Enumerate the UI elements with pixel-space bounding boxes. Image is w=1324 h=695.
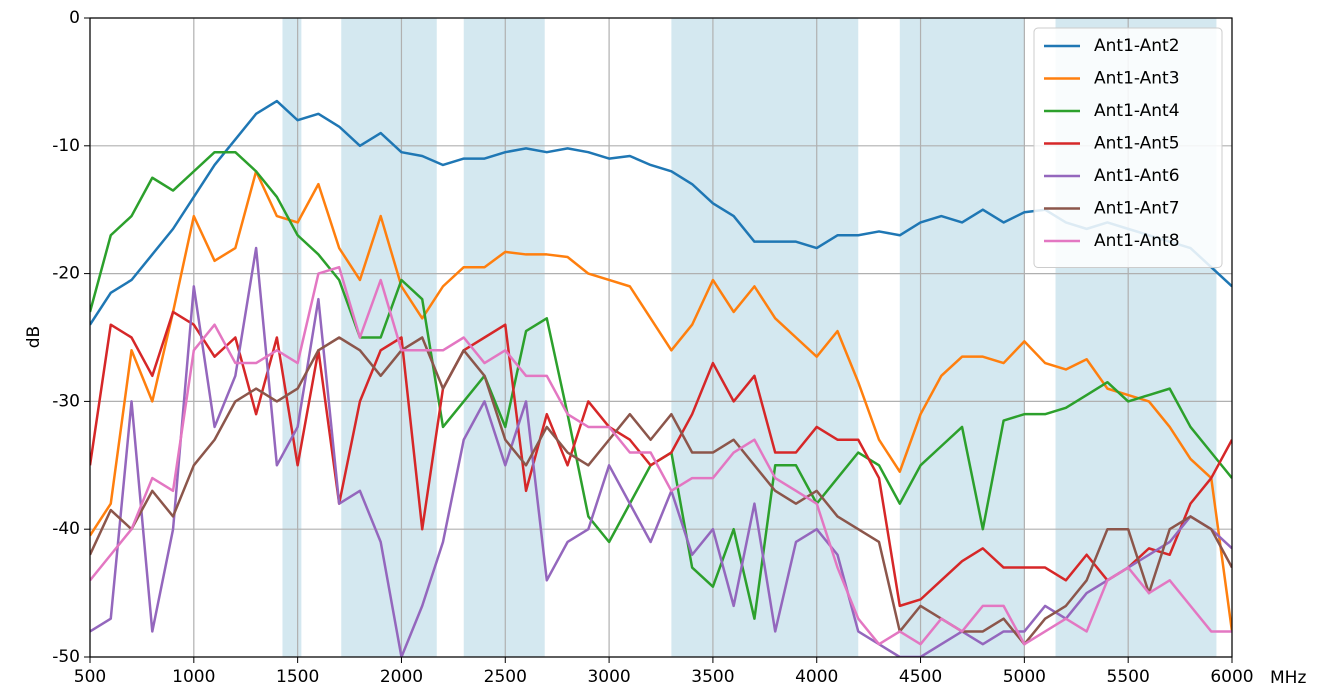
legend-label: Ant1-Ant3 bbox=[1094, 69, 1180, 89]
x-tick-label: 4000 bbox=[795, 667, 838, 687]
legend-label: Ant1-Ant2 bbox=[1094, 36, 1180, 56]
shaded-band bbox=[463, 18, 545, 657]
x-tick-label: 2000 bbox=[380, 667, 423, 687]
y-axis-label: dB bbox=[24, 326, 44, 348]
x-tick-label: 1500 bbox=[276, 667, 319, 687]
x-tick-label: 6000 bbox=[1210, 667, 1253, 687]
legend: Ant1-Ant2 Ant1-Ant3 Ant1-Ant4 Ant1-Ant5 Ant1… bbox=[1033, 27, 1223, 268]
legend-label: Ant1-Ant4 bbox=[1094, 101, 1180, 121]
series-line bbox=[90, 246, 1232, 657]
y-tick-label: 0 bbox=[69, 8, 80, 28]
y-tick-label: -40 bbox=[52, 519, 80, 539]
y-tick-label: -30 bbox=[52, 391, 80, 411]
legend-label: Ant1-Ant5 bbox=[1094, 134, 1180, 154]
series-line bbox=[90, 310, 1232, 608]
legend-label: Ant1-Ant6 bbox=[1094, 166, 1180, 186]
legend-box bbox=[1033, 27, 1223, 268]
y-tick-label: -50 bbox=[52, 647, 80, 667]
y-tick-label: -10 bbox=[52, 136, 80, 156]
series-line bbox=[90, 336, 1232, 646]
shaded-band bbox=[282, 18, 302, 657]
series-line bbox=[90, 170, 1232, 632]
legend-label: Ant1-Ant7 bbox=[1094, 199, 1180, 219]
x-tick-label: 2500 bbox=[484, 667, 527, 687]
x-tick-label: 4500 bbox=[899, 667, 942, 687]
lines bbox=[90, 99, 1232, 657]
x-tick-label: 3500 bbox=[691, 667, 734, 687]
x-tick-label: 5500 bbox=[1107, 667, 1150, 687]
x-tick-label: 5000 bbox=[1003, 667, 1046, 687]
y-tick-label: -20 bbox=[52, 264, 80, 284]
plot-frame bbox=[89, 17, 1233, 658]
x-axis-label: MHz bbox=[1270, 668, 1306, 688]
ticks: 500 1000 1500 2000 2500 3000 3500 4000 4500 5000 5… bbox=[52, 8, 1253, 687]
legend-label: Ant1-Ant8 bbox=[1094, 231, 1180, 251]
x-tick-label: 500 bbox=[74, 667, 106, 687]
series-line bbox=[90, 265, 1232, 646]
x-tick-label: 1000 bbox=[172, 667, 215, 687]
x-tick-label: 3000 bbox=[587, 667, 630, 687]
